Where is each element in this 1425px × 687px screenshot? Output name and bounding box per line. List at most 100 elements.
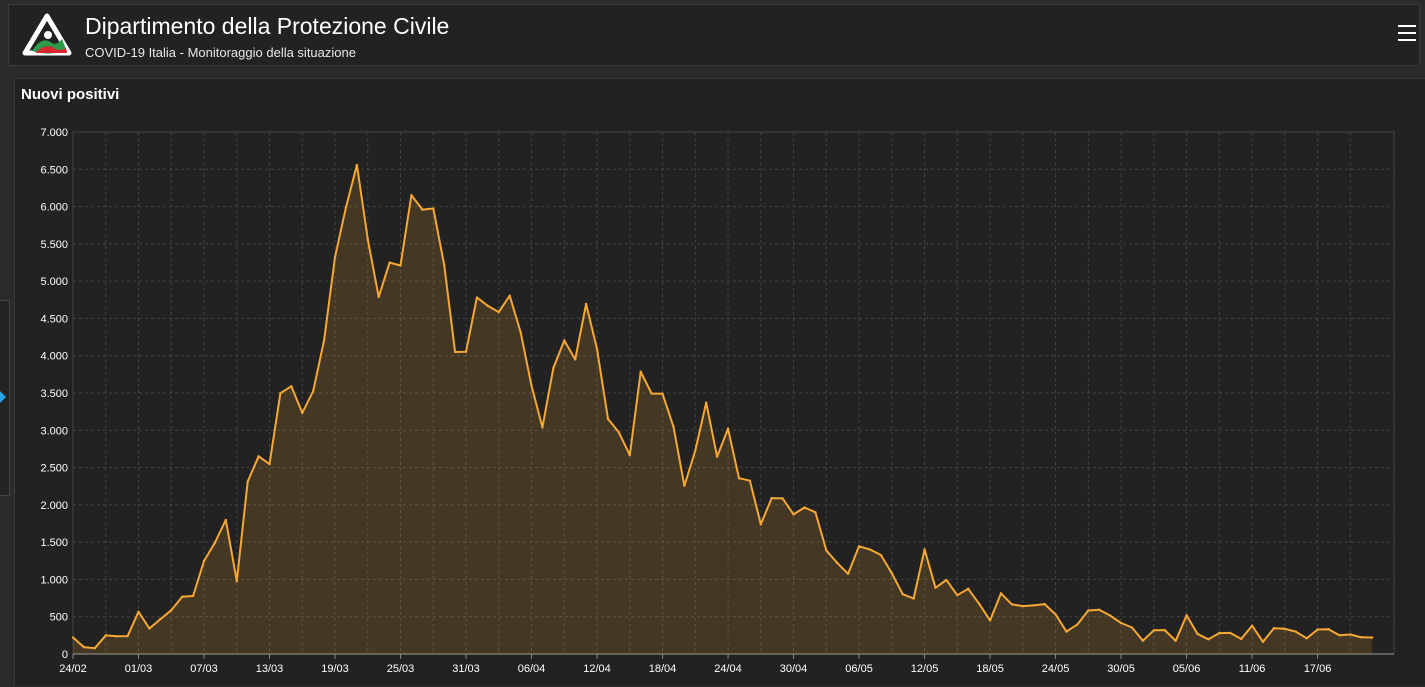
- data-point: [977, 602, 981, 605]
- data-point: [180, 595, 184, 598]
- data-point: [410, 193, 413, 197]
- x-tick-label: 01/03: [125, 663, 153, 675]
- data-point: [442, 263, 446, 267]
- data-point: [846, 572, 850, 576]
- data-point: [999, 592, 1003, 595]
- data-point: [366, 238, 369, 241]
- y-tick-label: 1.000: [40, 574, 68, 586]
- y-tick-label: 4.000: [40, 351, 68, 363]
- y-tick-label: 3.500: [40, 388, 68, 400]
- y-tick-label: 2.500: [40, 463, 68, 475]
- x-tick-label: 17/06: [1304, 663, 1332, 675]
- data-point: [595, 347, 599, 351]
- data-point: [421, 208, 424, 211]
- data-point: [93, 646, 97, 650]
- data-point: [1108, 614, 1112, 617]
- data-point: [737, 477, 741, 480]
- y-tick-label: 1.500: [40, 537, 68, 549]
- data-point: [224, 518, 228, 522]
- data-point: [912, 597, 915, 600]
- app-title: Dipartimento della Protezione Civile: [85, 13, 450, 39]
- data-point: [1065, 630, 1068, 633]
- data-point: [104, 634, 107, 637]
- data-point: [246, 480, 249, 483]
- data-point: [497, 310, 500, 314]
- data-point: [301, 411, 304, 415]
- x-tick-label: 12/04: [583, 663, 611, 675]
- data-point: [235, 579, 238, 583]
- data-point: [1010, 603, 1014, 606]
- hamburger-menu-icon[interactable]: [1398, 25, 1416, 41]
- data-point: [1163, 628, 1166, 632]
- y-tick-label: 6.000: [40, 202, 68, 214]
- data-point: [836, 561, 839, 565]
- app-header: Dipartimento della Protezione Civile COV…: [8, 4, 1420, 66]
- data-point: [388, 261, 391, 264]
- data-point: [1360, 636, 1363, 639]
- data-point: [857, 545, 861, 548]
- data-point: [868, 548, 872, 551]
- data-point: [1327, 627, 1330, 631]
- y-tick-label: 5.000: [40, 276, 68, 288]
- expand-arrow-icon[interactable]: [0, 391, 6, 403]
- data-point: [530, 384, 533, 387]
- data-point: [1229, 631, 1232, 635]
- data-point: [1141, 639, 1145, 642]
- x-tick-label: 31/03: [452, 663, 480, 675]
- data-point: [1316, 628, 1319, 631]
- data-point: [705, 401, 708, 404]
- data-point: [1152, 629, 1156, 632]
- data-point: [1349, 633, 1352, 636]
- data-point: [814, 511, 817, 514]
- data-point: [1239, 637, 1243, 641]
- x-tick-label: 24/02: [59, 663, 87, 675]
- data-point: [967, 587, 970, 590]
- data-point: [1185, 614, 1188, 617]
- data-point: [279, 392, 282, 395]
- data-point: [213, 541, 217, 544]
- nuovi-positivi-chart: 0 500 1.000 1.500 2.000 2.500 3.000 3.500 4.000 4…: [40, 127, 1395, 675]
- data-point: [617, 431, 621, 434]
- data-point: [1261, 640, 1265, 644]
- y-tick-label: 5.500: [40, 239, 68, 251]
- data-point: [377, 295, 380, 299]
- y-tick-label: 0: [62, 649, 68, 661]
- y-tick-label: 4.500: [40, 313, 68, 325]
- data-point: [159, 618, 162, 621]
- data-point: [1370, 636, 1374, 639]
- x-tick-label: 18/04: [649, 663, 677, 675]
- data-point: [628, 453, 631, 457]
- x-tick-label: 07/03: [190, 663, 218, 675]
- data-point: [1272, 626, 1276, 630]
- data-point: [508, 294, 511, 297]
- data-point: [803, 506, 806, 509]
- data-point: [890, 572, 894, 575]
- x-tick-label: 12/05: [911, 663, 939, 675]
- series-area: [73, 165, 1373, 654]
- data-point: [934, 586, 937, 589]
- data-point: [71, 636, 75, 639]
- data-point: [170, 609, 173, 612]
- data-point: [290, 385, 293, 388]
- data-point: [202, 559, 206, 563]
- data-point: [563, 339, 566, 342]
- panel-title: Nuovi positivi: [21, 86, 120, 103]
- data-point: [432, 207, 435, 210]
- x-tick-label: 19/03: [321, 663, 349, 675]
- data-point: [956, 593, 959, 597]
- data-point: [519, 330, 522, 334]
- data-point: [148, 627, 151, 630]
- data-point: [453, 350, 457, 354]
- x-tick-label: 30/05: [1107, 663, 1135, 675]
- data-point: [781, 497, 784, 500]
- data-point: [1119, 621, 1123, 625]
- data-point: [650, 392, 653, 395]
- data-point: [1076, 623, 1079, 626]
- data-point: [191, 594, 195, 598]
- data-point: [1054, 613, 1057, 616]
- data-point: [1043, 602, 1046, 606]
- data-point: [683, 484, 686, 487]
- data-point: [1032, 604, 1035, 607]
- data-point: [825, 549, 828, 552]
- app-subtitle: COVID-19 Italia - Monitoraggio della sit…: [85, 45, 356, 60]
